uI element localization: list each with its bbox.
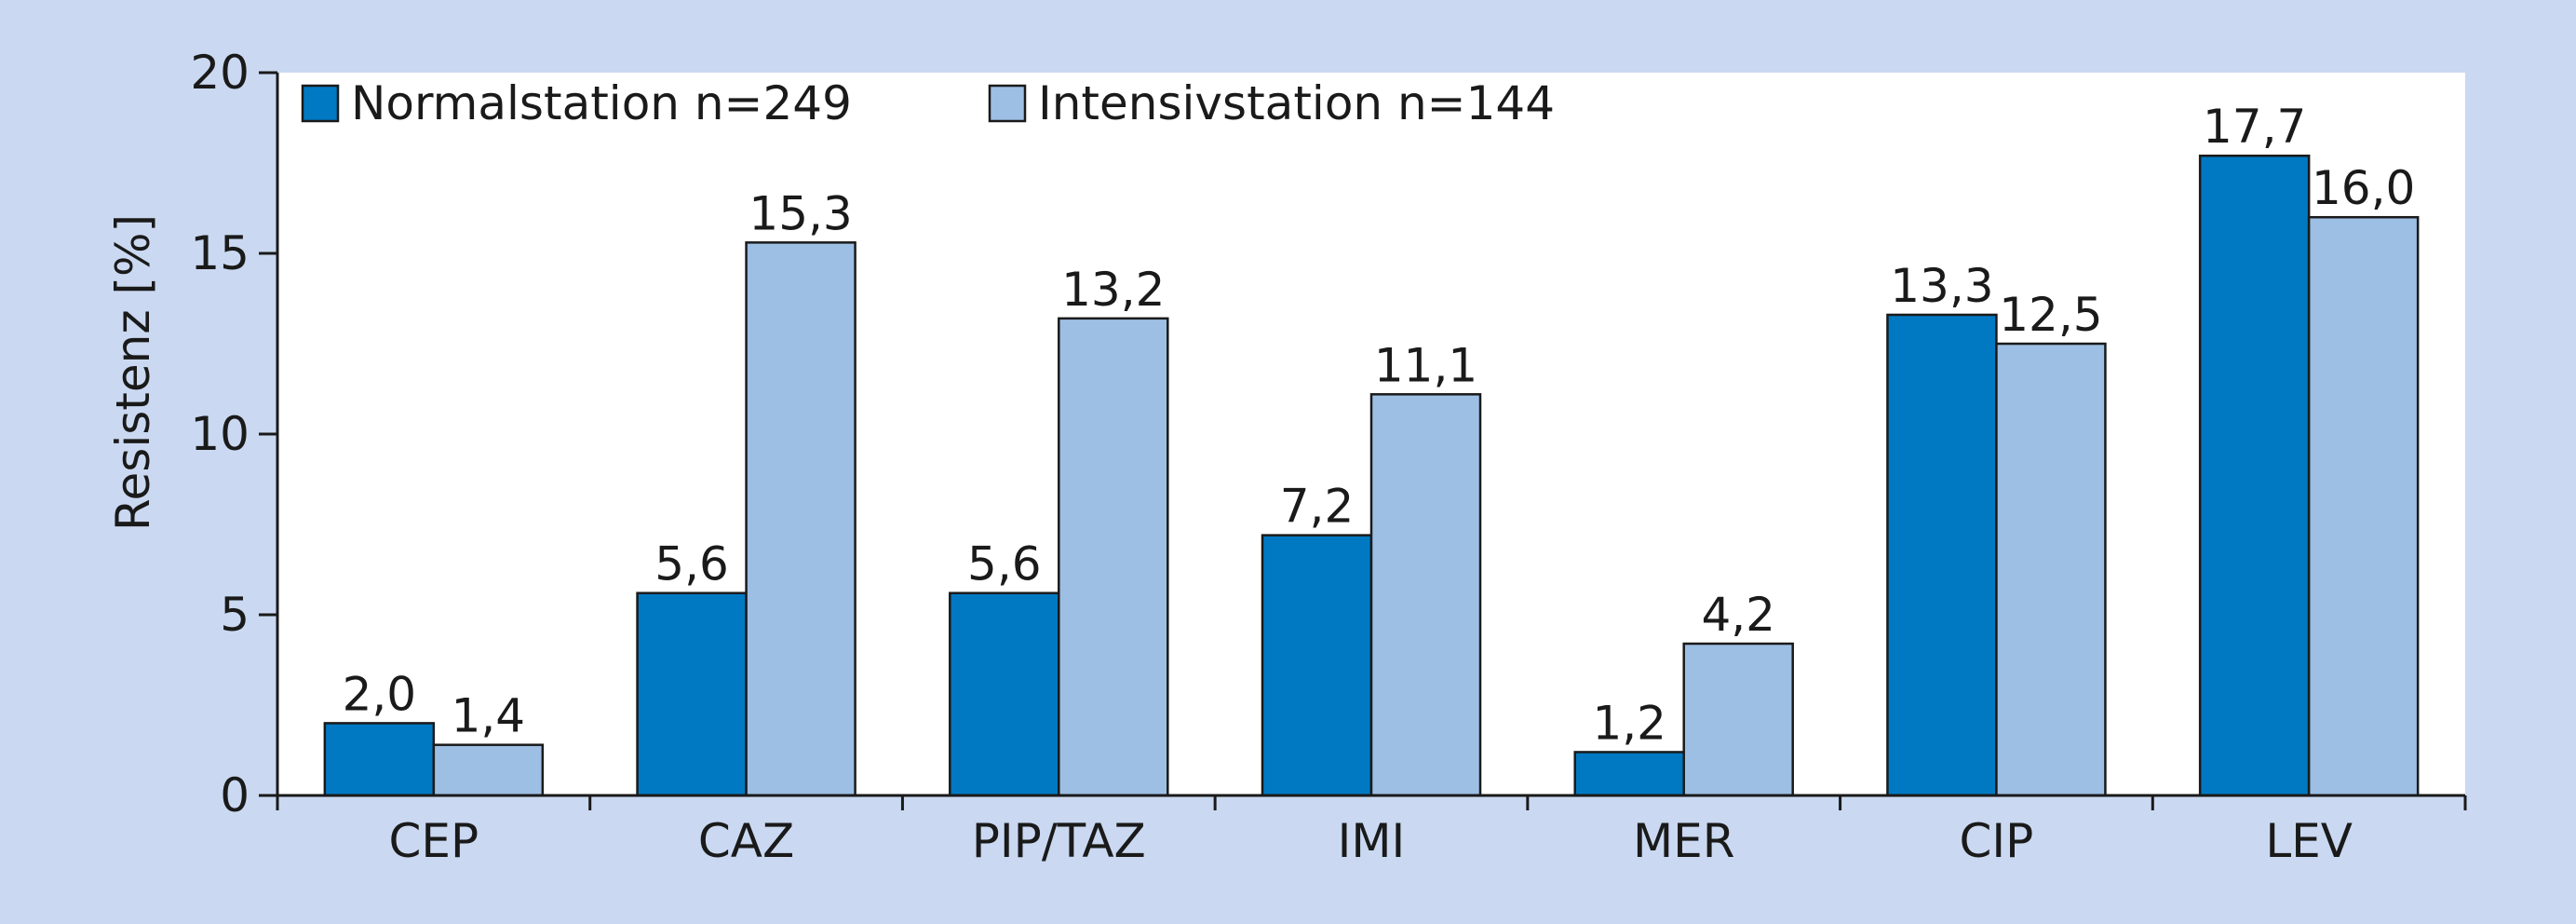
data-label: 1,2	[1592, 696, 1666, 750]
data-label: 16,0	[2312, 161, 2415, 215]
data-label: 5,6	[654, 537, 729, 591]
x-tick-label: CEP	[389, 814, 479, 868]
legend-label: Intensivstation n=144	[1038, 76, 1555, 130]
data-label: 2,0	[343, 667, 417, 721]
bar-normalstation-lev	[2198, 154, 2311, 797]
bar-normalstation-imi	[1261, 534, 1373, 797]
bar-normalstation-mer	[1573, 751, 1685, 797]
bar-normalstation-cep	[323, 722, 436, 797]
legend-swatch-intensivstation	[988, 84, 1027, 123]
legend-swatch-normalstation	[301, 84, 340, 123]
x-tick-label: LEV	[2265, 814, 2353, 868]
axes-group: CEP CAZ PIP/TAZ IMI MER CIP LEV 0 5 10 15 20	[190, 46, 2467, 868]
data-label: 17,7	[2203, 100, 2306, 154]
data-label: 1,4	[452, 689, 526, 743]
y-tick-label: 10	[190, 407, 250, 461]
data-label: 4,2	[1701, 588, 1775, 642]
bar-intensivstation-cip	[1995, 342, 2107, 797]
x-tick-label: CAZ	[698, 814, 794, 868]
legend: Normalstation n=249 Intensivstation n=144	[301, 76, 1555, 130]
bar-intensivstation-lev	[2307, 215, 2420, 797]
bar-intensivstation-caz	[745, 241, 856, 797]
y-axis-label: Resistenz [%]	[106, 214, 160, 531]
bar-intensivstation-pip-taz	[1058, 317, 1169, 797]
data-label: 11,1	[1374, 338, 1477, 392]
bar-intensivstation-imi	[1369, 393, 1482, 797]
y-tick-label: 0	[220, 768, 250, 822]
bar-normalstation-caz	[636, 591, 748, 797]
data-label: 7,2	[1280, 480, 1355, 534]
bar-normalstation-pip-taz	[949, 591, 1060, 797]
x-tick-label: MER	[1633, 814, 1734, 868]
data-label: 13,3	[1890, 259, 1993, 313]
y-tick-label: 15	[190, 226, 250, 280]
data-label: 12,5	[1999, 288, 2102, 342]
data-label: 15,3	[749, 186, 852, 240]
y-tick-label: 5	[220, 588, 250, 642]
x-tick-label: IMI	[1338, 814, 1406, 868]
legend-label: Normalstation n=249	[351, 76, 852, 130]
bar-normalstation-cip	[1886, 313, 1998, 797]
bar-intensivstation-mer	[1682, 642, 1794, 797]
bar-intensivstation-cep	[432, 743, 545, 797]
bars-group	[323, 154, 2420, 797]
value-labels-group: 2,0 1,4 5,6 15,3 5,6 13,2 7,2 11,1 1,2 4,2 13,312,…	[343, 100, 2416, 750]
data-label: 5,6	[967, 537, 1042, 591]
x-tick-label: PIP/TAZ	[972, 814, 1146, 868]
data-label: 13,2	[1061, 263, 1165, 317]
y-tick-label: 20	[190, 46, 250, 100]
x-tick-label: CIP	[1960, 814, 2034, 868]
